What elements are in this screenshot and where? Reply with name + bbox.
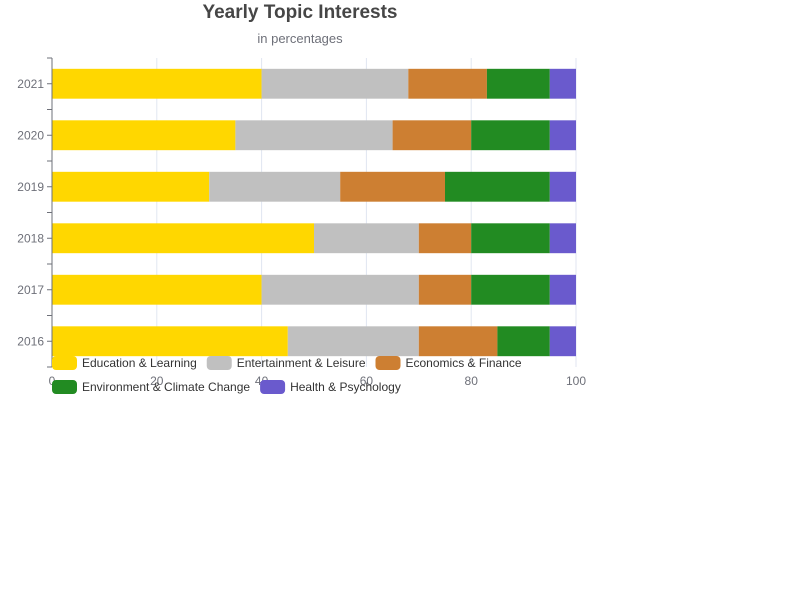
bar-segment: [549, 223, 576, 254]
bar-segment: [445, 171, 550, 202]
bar-segment: [52, 326, 288, 357]
y-tick-label: 2017: [17, 283, 44, 297]
bar-segment: [52, 68, 262, 99]
bar-segment: [549, 326, 576, 357]
bar-segment: [340, 171, 445, 202]
legend-swatch: [260, 380, 286, 394]
bar-segment: [261, 68, 409, 99]
legend-swatch: [52, 356, 77, 370]
bar-segment: [418, 274, 472, 305]
bar-segment: [497, 326, 550, 357]
bar-segment: [549, 171, 576, 202]
bar-segment: [486, 68, 550, 99]
x-tick-label: 80: [465, 374, 479, 388]
y-tick-label: 2021: [17, 77, 44, 91]
bar-segment: [549, 68, 576, 99]
legend-label: Environment & Climate Change: [82, 380, 250, 394]
y-tick-label: 2018: [17, 231, 44, 245]
legend-swatch: [52, 380, 77, 394]
chart-subtitle: in percentages: [257, 31, 343, 46]
bar-segment: [392, 120, 472, 151]
legend-label: Health & Psychology: [290, 380, 401, 394]
bar-segment: [549, 120, 576, 151]
bar-segment: [314, 223, 419, 254]
bar-segment: [52, 120, 236, 151]
bar-segment: [418, 326, 498, 357]
bar-segment: [471, 120, 550, 151]
bar-segment: [52, 171, 210, 202]
bar-segment: [471, 223, 550, 254]
x-tick-label: 0: [49, 374, 56, 388]
legend-label: Entertainment & Leisure: [237, 356, 366, 370]
bar-segment: [408, 68, 487, 99]
bar-segment: [52, 223, 314, 254]
y-tick-label: 2016: [17, 334, 44, 348]
bar-segment: [471, 274, 550, 305]
bar-segment: [287, 326, 419, 357]
y-tick-label: 2020: [17, 128, 44, 142]
bar-segment: [549, 274, 576, 305]
x-tick-label: 60: [360, 374, 374, 388]
bar-segment: [209, 171, 341, 202]
bar-segment: [52, 274, 262, 305]
bar-segment: [235, 120, 393, 151]
y-tick-label: 2019: [17, 180, 44, 194]
x-tick-label: 100: [566, 374, 586, 388]
bar-segment: [418, 223, 472, 254]
legend-label: Economics & Finance: [406, 356, 522, 370]
x-tick-label: 20: [150, 374, 164, 388]
legend-swatch: [206, 356, 232, 370]
chart-title: Yearly Topic Interests: [202, 2, 398, 23]
legend-label: Education & Learning: [82, 356, 197, 370]
legend-swatch: [375, 356, 401, 370]
bar-segment: [261, 274, 419, 305]
